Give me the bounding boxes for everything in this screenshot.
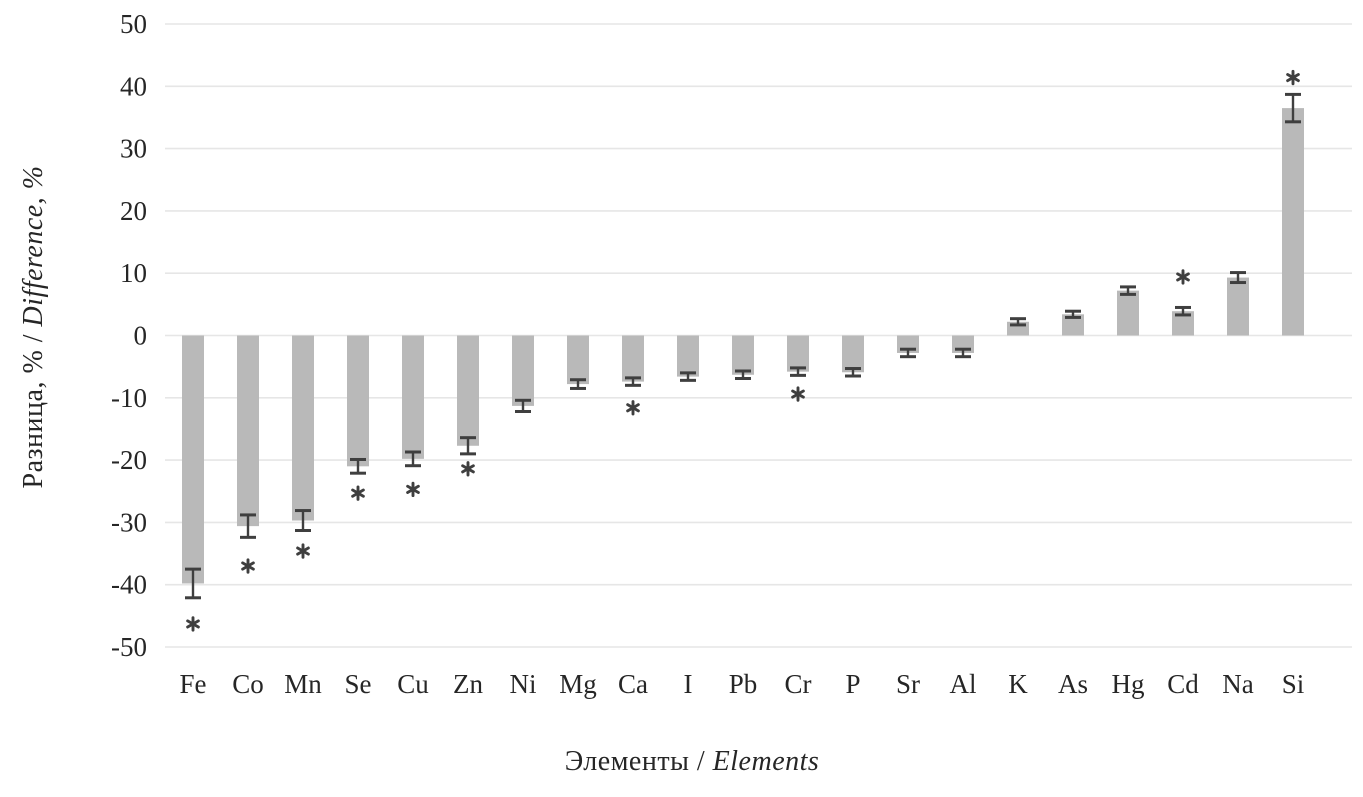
x-tick-label-Ca: Ca — [618, 669, 648, 699]
y-tick-label: 20 — [120, 196, 147, 226]
x-axis-title-ru: Элементы / — [564, 746, 713, 777]
y-tick-label: -40 — [111, 570, 147, 600]
x-tick-label-P: P — [845, 669, 860, 699]
x-tick-label-Na: Na — [1222, 669, 1253, 699]
y-tick-label: -30 — [111, 507, 147, 537]
y-tick-label: -10 — [111, 383, 147, 413]
x-tick-label-Co: Co — [232, 669, 264, 699]
asterisk-icon-Co — [241, 561, 255, 571]
asterisk-icon-Si — [1286, 73, 1300, 83]
bar-Pb — [732, 335, 754, 375]
bar-Hg — [1117, 290, 1139, 336]
x-tick-label-I: I — [684, 669, 693, 699]
x-tick-label-Cu: Cu — [397, 669, 429, 699]
x-tick-label-Mn: Mn — [284, 669, 322, 699]
x-tick-label-Cr: Cr — [785, 669, 812, 699]
bar-Ca — [622, 335, 644, 382]
y-tick-label: 40 — [120, 71, 147, 101]
y-tick-label: 30 — [120, 134, 147, 164]
x-tick-label-Al: Al — [950, 669, 977, 699]
bar-Fe — [182, 335, 204, 584]
asterisk-icon-Cd — [1176, 272, 1190, 282]
x-axis-title-en: Elements — [712, 746, 820, 777]
bar-Zn — [457, 335, 479, 446]
x-tick-label-Mg: Mg — [559, 669, 597, 699]
bar-Mn — [292, 335, 314, 521]
bar-I — [677, 335, 699, 377]
bar-Cu — [402, 335, 424, 459]
asterisk-icon-Zn — [461, 464, 475, 474]
x-axis-title: Элементы / Elements — [565, 746, 820, 778]
y-tick-label: 50 — [120, 9, 147, 39]
x-tick-label-Ni: Ni — [510, 669, 537, 699]
x-tick-label-Hg: Hg — [1112, 669, 1145, 699]
x-tick-label-Pb: Pb — [729, 669, 758, 699]
y-tick-label: -20 — [111, 445, 147, 475]
bar-As — [1062, 314, 1084, 336]
asterisk-icon-Ca — [626, 403, 640, 413]
x-tick-label-Zn: Zn — [453, 669, 483, 699]
asterisk-icon-Mn — [296, 546, 310, 556]
bar-Si — [1282, 108, 1304, 336]
bar-Cd — [1172, 311, 1194, 336]
x-tick-label-Cd: Cd — [1167, 669, 1199, 699]
y-tick-label: -50 — [111, 632, 147, 662]
asterisk-icon-Cu — [406, 484, 420, 494]
bar-Cr — [787, 335, 809, 372]
x-tick-label-Sr: Sr — [896, 669, 920, 699]
x-tick-label-Fe: Fe — [180, 669, 207, 699]
asterisk-icon-Fe — [186, 619, 200, 629]
x-tick-label-K: K — [1008, 669, 1028, 699]
bar-P — [842, 335, 864, 373]
x-tick-label-Se: Se — [345, 669, 372, 699]
bar-Ni — [512, 335, 534, 406]
bar-Co — [237, 335, 259, 527]
x-tick-label-As: As — [1058, 669, 1088, 699]
x-tick-label-Si: Si — [1282, 669, 1305, 699]
y-tick-label: 0 — [134, 321, 148, 351]
asterisk-icon-Se — [351, 488, 365, 498]
bar-Mg — [567, 335, 589, 385]
bar-Na — [1227, 277, 1249, 336]
y-tick-label: 10 — [120, 258, 147, 288]
bar-Se — [347, 335, 369, 467]
asterisk-icon-Cr — [791, 389, 805, 399]
